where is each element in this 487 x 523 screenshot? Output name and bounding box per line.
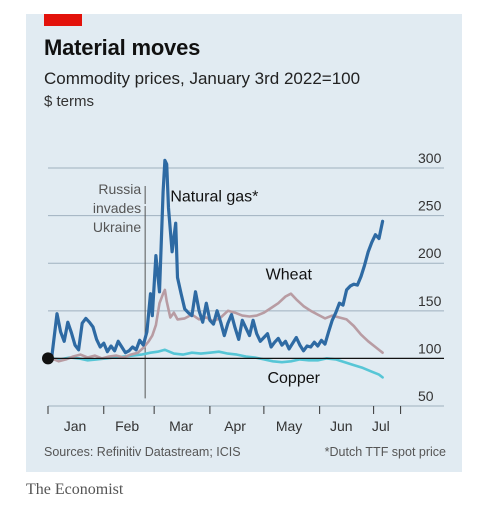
series-label-natural-gas: Natural gas* [170,188,258,205]
y-axis-tick-labels: 50 100 150 200 250 300 [418,150,442,404]
baseline-group [42,352,444,365]
y-tick-label-250: 250 [418,198,442,214]
publisher-wordmark: The Economist [26,481,124,498]
x-tick-label-mar: Mar [169,418,193,434]
y-tick-label-300: 300 [418,150,442,166]
series-label-wheat: Wheat [266,266,313,283]
gridlines [48,167,444,407]
chart-title: Material moves [44,35,201,60]
annotation-line-1: invades [93,200,141,216]
annotation-line-0: Russia [98,181,141,197]
x-tick-label-may: May [276,418,302,434]
start-marker [42,352,54,365]
invasion-annotation: Russia invades Ukraine [93,181,150,399]
x-tick-label-apr: Apr [224,418,246,434]
brand-accent-bar [44,14,82,26]
x-tick-label-jun: Jun [330,418,353,434]
x-tick-label-jul: Jul [372,418,390,434]
y-tick-label-150: 150 [418,293,442,309]
y-tick-label-200: 200 [418,245,442,261]
chart-subtitle: Commodity prices, January 3rd 2022=100 [44,69,361,88]
x-axis: Jan Feb Mar Apr May Jun Jul [47,406,402,434]
series-label-copper: Copper [267,370,320,387]
chart-unit-label: $ terms [44,93,95,110]
x-tick-label-feb: Feb [115,418,139,434]
annotation-line-2: Ukraine [93,219,141,235]
chart-panel: Material moves Commodity prices, January… [26,14,462,472]
x-tick-label-jan: Jan [64,418,87,434]
y-tick-label-100: 100 [418,340,442,356]
annotation-gap [141,204,150,206]
series-line-wheat [50,288,384,363]
sources-note: Sources: Refinitiv Datastream; ICIS [44,445,241,459]
series-line-copper [50,348,384,379]
series-labels: Natural gas* Wheat Copper [170,188,320,387]
series-line-natural-gas [50,158,385,360]
y-tick-label-50: 50 [418,388,434,404]
line-chart: 50 100 150 200 250 300 Russia invades Ukraine N… [42,150,444,434]
footnote: *Dutch TTF spot price [324,445,446,459]
